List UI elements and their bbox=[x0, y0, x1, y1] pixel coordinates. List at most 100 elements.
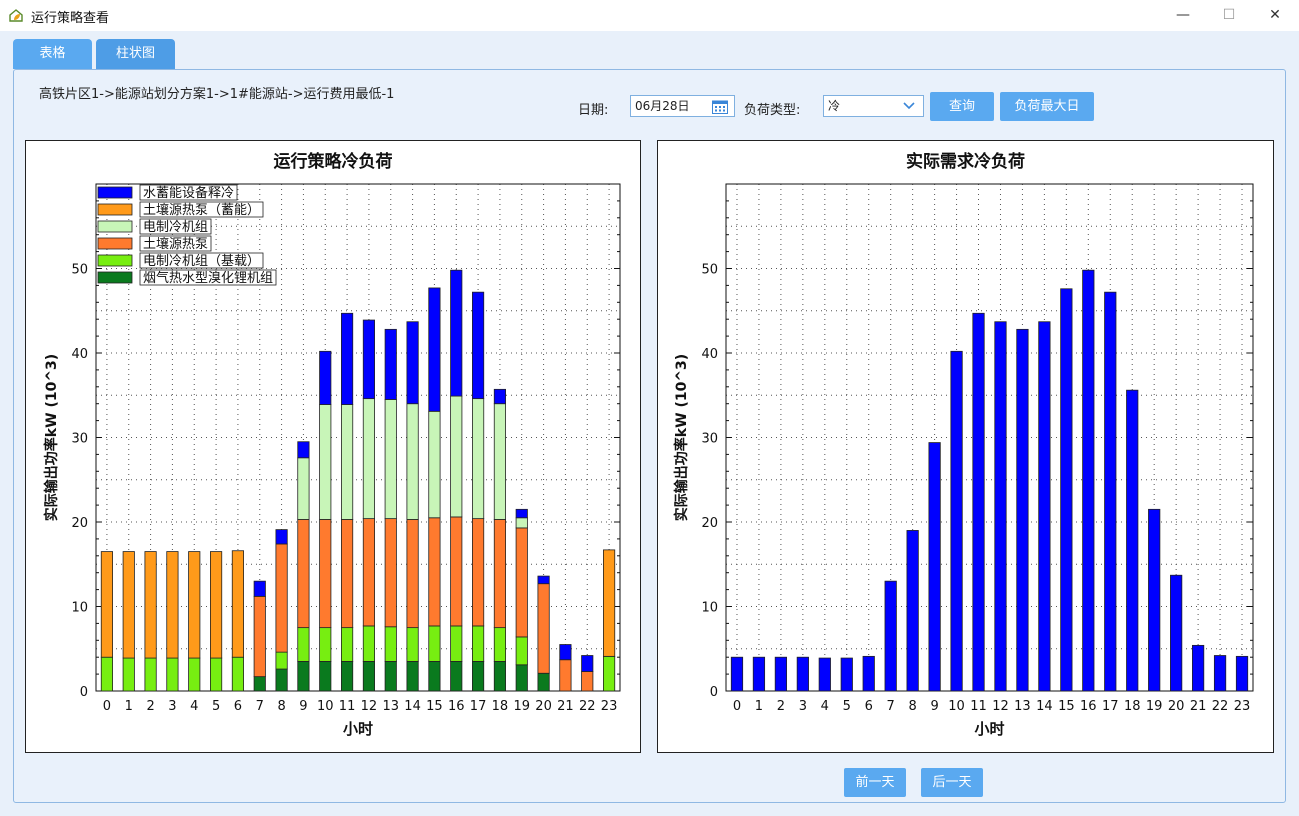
next-day-button[interactable]: 后一天 bbox=[921, 768, 983, 797]
legend-swatch bbox=[97, 237, 133, 250]
maximize-button[interactable]: ☐ bbox=[1222, 7, 1236, 23]
legend-swatch bbox=[97, 186, 133, 199]
x-tick-label: 6 bbox=[865, 699, 873, 714]
bar-segment bbox=[730, 656, 744, 692]
x-tick-label: 5 bbox=[843, 699, 851, 714]
x-tick-label: 11 bbox=[970, 699, 987, 714]
bars bbox=[100, 269, 616, 692]
bar-segment bbox=[515, 664, 528, 692]
bar-segment bbox=[319, 519, 332, 629]
bar-segment bbox=[493, 519, 506, 629]
bar-segment bbox=[319, 627, 332, 662]
x-tick-label: 20 bbox=[1168, 699, 1185, 714]
legend-entry: 土壤源热泵 bbox=[143, 236, 208, 252]
bar-segment bbox=[406, 519, 419, 629]
x-tick-label: 9 bbox=[930, 699, 938, 714]
x-tick-label: 4 bbox=[821, 699, 829, 714]
x-tick-label: 0 bbox=[103, 699, 111, 714]
window-title: 运行策略查看 bbox=[31, 11, 110, 26]
bar-segment bbox=[100, 551, 113, 658]
bar-segment bbox=[100, 656, 113, 692]
query-button[interactable]: 查询 bbox=[930, 92, 994, 121]
bar-segment bbox=[1148, 508, 1161, 692]
x-tick-label: 20 bbox=[535, 699, 552, 714]
x-tick-label: 15 bbox=[426, 699, 443, 714]
bar-segment bbox=[319, 661, 332, 692]
bar-segment bbox=[1213, 655, 1227, 692]
x-tick-label: 11 bbox=[339, 699, 356, 714]
bar-segment bbox=[253, 595, 266, 678]
bar-segment bbox=[515, 508, 528, 519]
chart-title: 运行策略冷负荷 bbox=[274, 151, 393, 172]
tab-table[interactable]: 表格 bbox=[13, 39, 92, 69]
y-tick-label: 40 bbox=[701, 347, 718, 362]
x-tick-label: 18 bbox=[1124, 699, 1141, 714]
x-tick-label: 1 bbox=[125, 699, 133, 714]
x-tick-label: 13 bbox=[1014, 699, 1031, 714]
x-tick-label: 8 bbox=[277, 699, 285, 714]
x-tick-label: 2 bbox=[146, 699, 154, 714]
bar-segment bbox=[428, 287, 441, 412]
bar-segment bbox=[297, 627, 310, 662]
bar-segment bbox=[884, 580, 897, 692]
y-tick-label: 10 bbox=[71, 601, 88, 616]
tab-bar-chart[interactable]: 柱状图 bbox=[96, 39, 175, 69]
max-load-day-button[interactable]: 负荷最大日 bbox=[1000, 92, 1094, 121]
date-value: 06月28日 bbox=[635, 99, 690, 113]
close-button[interactable]: ✕ bbox=[1269, 7, 1281, 23]
bar-segment bbox=[581, 655, 594, 672]
calendar-icon[interactable] bbox=[712, 99, 728, 114]
bar-segment bbox=[1170, 574, 1183, 692]
bar-segment bbox=[840, 657, 853, 692]
bar-segment bbox=[1235, 655, 1249, 692]
load-type-label: 负荷类型: bbox=[744, 103, 801, 118]
bar-segment bbox=[1104, 291, 1117, 692]
x-tick-label: 23 bbox=[601, 699, 618, 714]
bar-segment bbox=[862, 655, 875, 692]
x-axis-label: 小时 bbox=[343, 720, 373, 738]
previous-day-button[interactable]: 前一天 bbox=[844, 768, 906, 797]
x-tick-label: 1 bbox=[755, 699, 763, 714]
bar-segment bbox=[472, 291, 485, 400]
y-tick-label: 50 bbox=[71, 263, 88, 278]
bar-segment bbox=[450, 661, 463, 692]
minimize-button[interactable]: — bbox=[1176, 7, 1190, 23]
x-tick-label: 22 bbox=[1212, 699, 1229, 714]
bar-segment bbox=[906, 530, 919, 692]
x-tick-label: 7 bbox=[887, 699, 895, 714]
bar-segment bbox=[559, 644, 572, 661]
bar-segment bbox=[319, 350, 332, 405]
x-tick-label: 19 bbox=[513, 699, 530, 714]
bar-segment bbox=[231, 550, 244, 658]
x-tick-label: 9 bbox=[299, 699, 307, 714]
bar-segment bbox=[1038, 321, 1051, 692]
x-tick-label: 0 bbox=[733, 699, 741, 714]
bar-segment bbox=[253, 676, 266, 692]
bar-segment bbox=[537, 583, 550, 674]
x-tick-label: 21 bbox=[1190, 699, 1207, 714]
load-type-select[interactable]: 冷 bbox=[823, 95, 924, 117]
x-tick-label: 15 bbox=[1058, 699, 1075, 714]
bar-segment bbox=[428, 625, 441, 662]
bar-segment bbox=[472, 518, 485, 627]
bar-segment bbox=[384, 328, 397, 400]
bar-segment bbox=[122, 551, 135, 659]
load-type-value: 冷 bbox=[828, 99, 841, 113]
x-tick-label: 10 bbox=[948, 699, 965, 714]
x-tick-label: 23 bbox=[1234, 699, 1251, 714]
bar-segment bbox=[297, 661, 310, 692]
bar-segment bbox=[603, 655, 616, 692]
x-tick-label: 14 bbox=[1036, 699, 1053, 714]
bar-segment bbox=[384, 626, 397, 662]
legend-swatch bbox=[97, 254, 133, 267]
bar-segment bbox=[972, 312, 985, 692]
bar-segment bbox=[384, 661, 397, 692]
bar-segment bbox=[122, 657, 135, 692]
legend-entry: 土壤源热泵（蓄能） bbox=[143, 202, 260, 218]
date-picker[interactable]: 06月28日 bbox=[630, 95, 735, 117]
x-tick-label: 5 bbox=[212, 699, 220, 714]
chevron-down-icon[interactable] bbox=[903, 102, 915, 110]
bar-segment bbox=[537, 672, 550, 692]
